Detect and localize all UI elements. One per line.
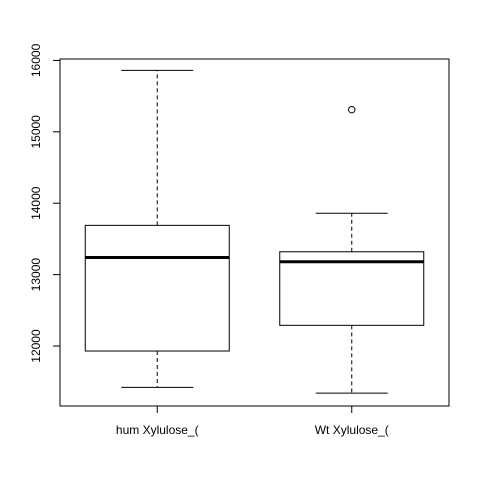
y-axis: 12000 13000 14000 15000 16000 [29, 43, 61, 363]
box-iqr [84, 224, 230, 352]
box-1 [84, 69, 230, 388]
y-tick-label: 16000 [29, 43, 43, 77]
outlier-point [348, 105, 356, 114]
x-axis: hum Xylulose_( Wt Xylulose_( [116, 405, 389, 437]
x-tick-label: Wt Xylulose_( [315, 423, 389, 437]
y-tick-label: 12000 [29, 329, 43, 363]
x-tick-label: hum Xylulose_( [116, 423, 199, 437]
y-tick-label: 13000 [29, 258, 43, 292]
box-group [84, 69, 425, 394]
box-2 [279, 105, 425, 394]
y-tick-label: 14000 [29, 186, 43, 220]
box-iqr [279, 251, 425, 326]
y-tick-label: 15000 [29, 115, 43, 149]
